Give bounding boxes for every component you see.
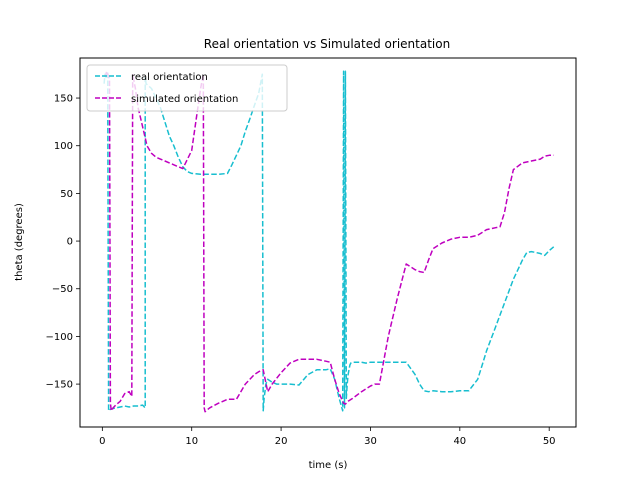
plot-frame xyxy=(79,57,577,428)
legend-label-simulated: simulated orientation xyxy=(131,94,238,105)
y-tick-label: 0 xyxy=(67,237,73,248)
y-tick-label: −100 xyxy=(46,332,73,343)
y-axis-label: theta (degrees) xyxy=(14,203,25,281)
y-tick-label: 50 xyxy=(60,189,73,200)
legend-label-real: real orientation xyxy=(131,72,208,83)
legend: real orientation simulated orientation xyxy=(86,64,288,112)
x-tick-label: 10 xyxy=(185,436,198,447)
y-tick-label: −150 xyxy=(46,380,73,391)
y-tick-label: −50 xyxy=(52,284,73,295)
series-line-real-orientation xyxy=(103,70,555,412)
x-axis: 0 10 20 30 40 50 xyxy=(99,427,556,447)
x-tick-label: 40 xyxy=(453,436,466,447)
y-tick-label: 150 xyxy=(54,94,73,105)
y-tick-label: 100 xyxy=(54,141,73,152)
x-tick-label: 20 xyxy=(275,436,288,447)
y-axis: −150 −100 −50 0 50 100 150 xyxy=(46,94,80,391)
x-tick-label: 50 xyxy=(543,436,556,447)
x-axis-label: time (s) xyxy=(309,460,348,471)
chart-title: Real orientation vs Simulated orientatio… xyxy=(204,37,450,51)
x-tick-label: 30 xyxy=(364,436,377,447)
legend-box xyxy=(86,64,288,112)
x-tick-label: 0 xyxy=(99,436,105,447)
